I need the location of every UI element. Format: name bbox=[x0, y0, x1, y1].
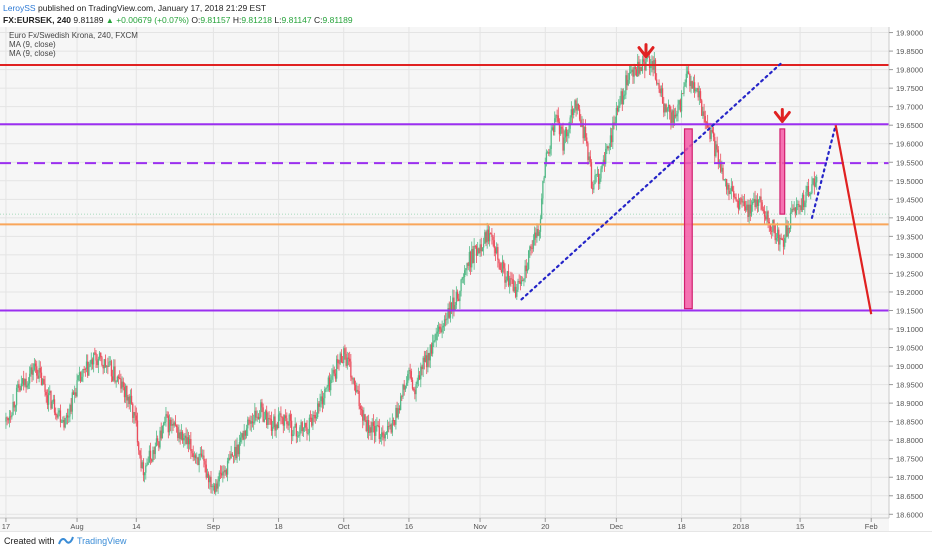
legend-indicator[interactable]: MA (9, close) bbox=[9, 40, 56, 49]
chart-legend: Euro Fx/Swedish Krona, 240, FXCM MA (9, … bbox=[9, 31, 138, 58]
published-text: published on TradingView.com, January 17… bbox=[37, 3, 267, 13]
close-value: 9.81189 bbox=[322, 15, 353, 25]
close-label: C: bbox=[314, 15, 323, 25]
price-change: +0.00679 (+0.07%) bbox=[116, 15, 189, 25]
footer-bar: Created with TradingView bbox=[0, 531, 932, 551]
symbol-label: FX:EURSEK, 240 bbox=[3, 15, 72, 25]
open-value: 9.81157 bbox=[200, 15, 231, 25]
legend-indicator[interactable]: MA (9, close) bbox=[9, 49, 56, 58]
last-price: 9.81189 bbox=[73, 15, 104, 25]
tradingview-brand[interactable]: TradingView bbox=[77, 536, 127, 546]
high-label: H: bbox=[232, 15, 242, 25]
open-label: O: bbox=[191, 15, 201, 25]
low-value: 9.81147 bbox=[281, 15, 312, 25]
tradingview-logo-icon[interactable] bbox=[58, 535, 74, 548]
legend-title: Euro Fx/Swedish Krona, 240, FXCM bbox=[9, 31, 138, 40]
low-label: L: bbox=[274, 15, 282, 25]
symbol-line: FX:EURSEK, 240 9.81189 ▲ +0.00679 (+0.07… bbox=[3, 14, 353, 27]
chart-area[interactable] bbox=[0, 27, 932, 531]
chart-header: LeroySS published on TradingView.com, Ja… bbox=[0, 0, 932, 27]
created-with-text: Created with bbox=[4, 536, 55, 546]
high-value: 9.81218 bbox=[241, 15, 273, 25]
up-triangle-icon: ▲ bbox=[105, 16, 114, 25]
author-link[interactable]: LeroySS bbox=[3, 3, 36, 13]
publish-line: LeroySS published on TradingView.com, Ja… bbox=[3, 2, 266, 14]
